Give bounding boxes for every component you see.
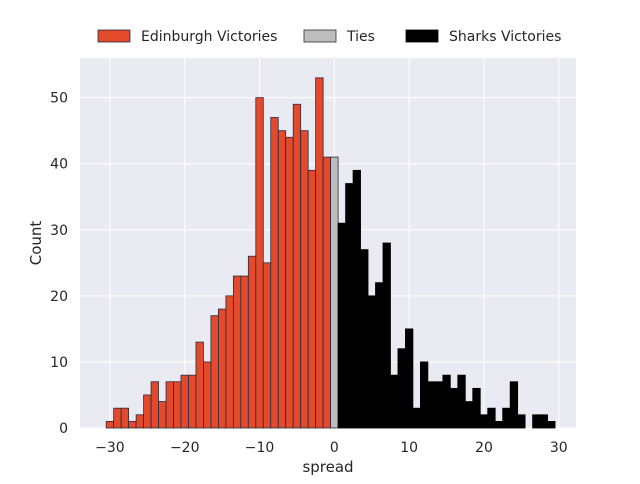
- histogram-bar: [255, 97, 264, 429]
- histogram-bar: [113, 407, 122, 429]
- histogram-bar: [232, 275, 242, 429]
- histogram-bar: [180, 374, 189, 429]
- y-axis-label: Count: [27, 221, 45, 266]
- histogram-bar: [397, 348, 406, 429]
- histogram-bar: [322, 156, 332, 429]
- y-tick-label: 40: [50, 157, 68, 173]
- histogram-bar: [367, 295, 376, 429]
- histogram-bar: [509, 381, 519, 429]
- legend-label: Edinburgh Victories: [141, 29, 277, 45]
- histogram-bar: [457, 374, 466, 429]
- histogram-bar: [240, 275, 249, 429]
- histogram-bar: [300, 130, 309, 429]
- histogram-bar: [128, 420, 137, 429]
- histogram-bar: [405, 328, 414, 429]
- histogram-bar: [165, 381, 174, 429]
- histogram-bar: [262, 262, 272, 429]
- series-edinburgh-victories: [105, 77, 332, 429]
- histogram-bar: [352, 169, 361, 429]
- histogram-bar: [188, 374, 197, 429]
- y-tick-label: 10: [50, 355, 68, 371]
- histogram-bar: [434, 381, 444, 429]
- histogram-bar: [135, 414, 144, 429]
- histogram-bar: [210, 315, 219, 429]
- histogram-bar: [225, 295, 234, 429]
- histogram-bar: [330, 156, 339, 429]
- histogram-bar: [479, 414, 489, 429]
- x-tick-label: 10: [400, 440, 418, 456]
- histogram-bar: [375, 282, 384, 429]
- histogram-bar: [487, 407, 496, 429]
- histogram-bar: [547, 420, 556, 429]
- histogram-bar: [442, 374, 451, 429]
- series-sharks-victories: [337, 169, 556, 429]
- legend: Edinburgh Victories Ties Sharks Victories: [97, 29, 561, 45]
- x-tick-label: 0: [330, 440, 339, 456]
- y-tick-label: 50: [50, 91, 68, 107]
- y-tick-label: 30: [50, 223, 68, 239]
- histogram-bar: [337, 222, 346, 429]
- histogram-bar: [158, 401, 167, 429]
- histogram-bar: [464, 401, 474, 429]
- histogram-bar: [412, 407, 421, 429]
- histogram-bar: [195, 341, 204, 429]
- histogram-bar: [292, 103, 302, 429]
- histogram-bar: [105, 420, 115, 429]
- y-tick-label: 0: [59, 421, 68, 437]
- histogram-bar: [315, 77, 324, 429]
- histogram-bar: [532, 414, 541, 429]
- histogram-bar: [173, 381, 182, 429]
- legend-swatch: [405, 29, 439, 43]
- legend-swatch: [303, 29, 337, 43]
- x-tick-label: −20: [170, 440, 200, 456]
- histogram-bar: [494, 420, 504, 429]
- histogram-bar: [285, 136, 294, 429]
- histogram-bar: [427, 381, 436, 429]
- histogram-bar: [218, 308, 227, 429]
- histogram-bar: [360, 249, 369, 429]
- histogram-bar: [472, 387, 481, 429]
- histogram-bar: [390, 374, 399, 429]
- histogram-bar: [270, 117, 279, 429]
- histogram-bar: [143, 394, 152, 429]
- histogram-bar: [277, 130, 287, 429]
- x-tick-label: 20: [475, 440, 493, 456]
- legend-label: Sharks Victories: [449, 29, 561, 45]
- histogram-bar: [120, 407, 130, 429]
- histogram-bar: [539, 414, 548, 429]
- histogram-bar: [150, 381, 159, 429]
- x-tick-label: −30: [95, 440, 125, 456]
- series-ties: [330, 156, 339, 429]
- x-axis-label: spread: [302, 458, 353, 476]
- legend-swatch: [97, 29, 131, 43]
- histogram-bar: [449, 387, 459, 429]
- histogram-bar: [307, 169, 317, 429]
- x-tick-label: 30: [550, 440, 568, 456]
- histogram-bar: [345, 183, 354, 429]
- x-tick-label: −10: [245, 440, 275, 456]
- legend-label: Ties: [346, 29, 375, 45]
- y-tick-label: 20: [50, 289, 68, 305]
- histogram-bar: [247, 255, 257, 429]
- histogram-bar: [517, 414, 526, 429]
- histogram-bar: [203, 361, 212, 429]
- histogram-bar: [502, 407, 511, 429]
- histogram-bar: [419, 361, 429, 429]
- histogram-bar: [382, 242, 391, 429]
